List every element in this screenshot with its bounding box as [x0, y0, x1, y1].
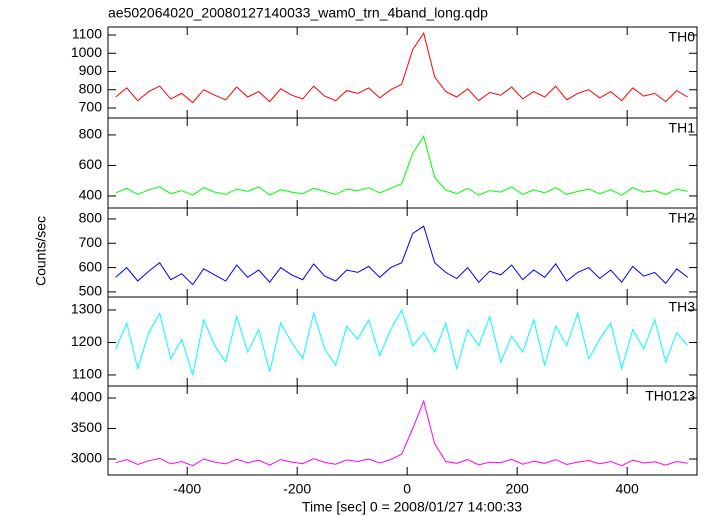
panel-frame: [107, 26, 698, 119]
panel-frame: [107, 117, 698, 209]
y-tick-label: 700: [79, 99, 103, 115]
y-tick-label: 1100: [72, 26, 102, 42]
x-tick-label: 400: [615, 481, 639, 497]
y-tick-label: 800: [79, 210, 103, 226]
data-line: [115, 135, 688, 196]
chart-title: ae502064020_20080127140033_wam0_trn_4ban…: [108, 5, 488, 21]
x-axis-label: Time [sec] 0 = 2008/01/27 14:00:33: [302, 499, 522, 515]
x-tick-label: 0: [403, 481, 411, 497]
y-tick-label: 500: [79, 283, 103, 299]
y-tick-label: 800: [79, 80, 103, 96]
data-line: [115, 399, 688, 467]
data-line: [115, 308, 689, 376]
y-tick-label: 4000: [71, 389, 102, 405]
panel-label: TH3: [669, 299, 696, 315]
panel-label: TH2: [669, 210, 696, 226]
y-tick-label: 3000: [71, 450, 102, 466]
x-tick-label: -400: [173, 481, 201, 497]
y-tick-label: 400: [79, 187, 103, 203]
y-tick-label: 3500: [71, 419, 102, 435]
panel-label: TH1: [669, 120, 696, 136]
y-tick-label: 800: [79, 126, 103, 142]
y-tick-label: 600: [79, 156, 103, 172]
y-tick-label: 1200: [71, 333, 102, 349]
y-tick-label: 1300: [71, 301, 102, 317]
y-tick-label: 900: [79, 62, 103, 78]
x-tick-label: -200: [283, 481, 311, 497]
y-tick-label: 600: [79, 258, 103, 274]
panel-frame: [107, 296, 698, 387]
x-tick-label: 200: [505, 481, 529, 497]
panel-frame: [107, 207, 698, 298]
panel-frame: [107, 385, 698, 476]
panel-label: TH0123: [645, 388, 695, 404]
data-line: [115, 31, 688, 104]
y-axis-label: Counts/sec: [33, 216, 49, 286]
y-tick-label: 1100: [72, 366, 102, 382]
y-tick-label: 1000: [71, 44, 102, 60]
panel-label: TH0: [669, 29, 696, 45]
y-tick-label: 700: [79, 234, 103, 250]
data-line: [115, 225, 689, 286]
